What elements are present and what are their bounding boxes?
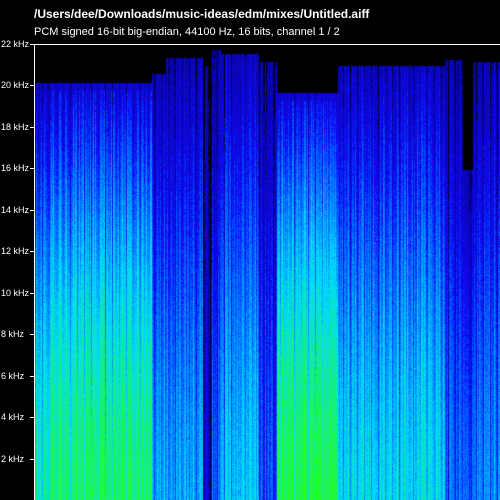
frequency-tick [30,292,34,294]
spectrogram-plot [34,44,500,500]
frequency-tick [30,168,34,170]
frequency-label: 12 kHz [1,246,30,257]
frequency-label: 22 kHz [1,39,30,49]
frequency-label: 2 kHz [1,453,25,464]
frequency-tick [30,334,34,336]
spectrogram-canvas [35,45,500,500]
frequency-label: 8 kHz [1,329,25,340]
frequency-label: 14 kHz [1,204,30,215]
frequency-label: 6 kHz [1,370,25,381]
frequency-label: 18 kHz [1,121,30,132]
frequency-tick [30,85,34,87]
frequency-tick [30,209,34,211]
frequency-label: 20 kHz [1,80,30,91]
frequency-tick [30,44,34,45]
frequency-tick [30,375,34,377]
frequency-tick [30,417,34,419]
file-path-title: /Users/dee/Downloads/music-ideas/edm/mix… [34,7,370,21]
frequency-label: 16 kHz [1,163,30,174]
frequency-tick [30,251,34,253]
frequency-label: 10 kHz [1,287,30,298]
audio-format-info: PCM signed 16-bit big-endian, 44100 Hz, … [34,26,340,38]
frequency-label: 4 kHz [1,412,25,423]
frequency-tick [30,126,34,128]
frequency-tick [30,458,34,460]
